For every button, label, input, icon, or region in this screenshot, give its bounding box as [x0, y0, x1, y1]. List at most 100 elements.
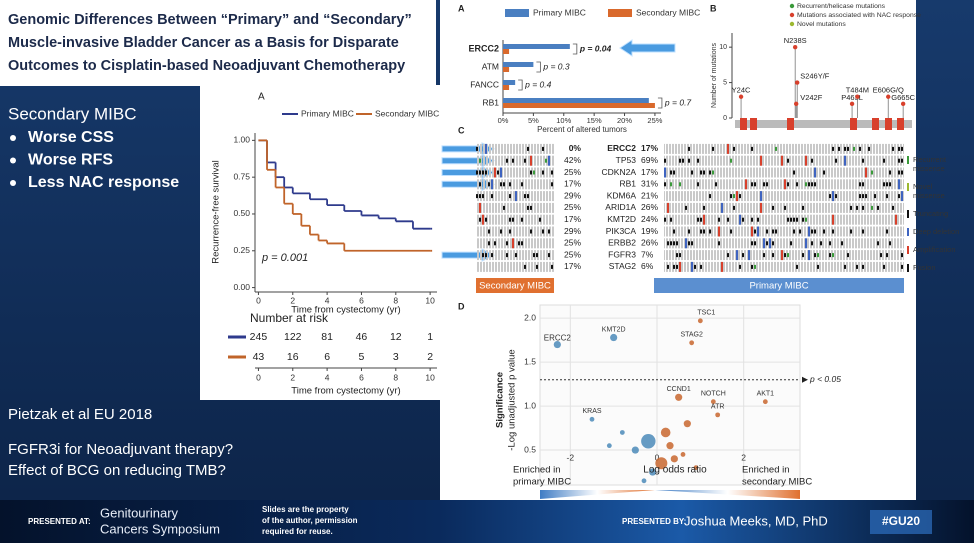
cell-alteration [772, 253, 774, 258]
cell-alteration [479, 217, 481, 222]
cell-alteration [497, 170, 499, 175]
cell-alteration [673, 170, 675, 175]
cell-row [476, 214, 554, 225]
cell-alteration [805, 182, 807, 187]
cell-alteration [757, 226, 759, 237]
cell-alteration [745, 179, 747, 190]
point [762, 399, 768, 405]
cell-alteration [757, 217, 759, 222]
cell-alteration [769, 238, 771, 249]
cell-alteration [847, 253, 849, 258]
cell-alteration [479, 194, 481, 199]
cell-alteration [811, 241, 813, 246]
legend-dot [789, 21, 795, 27]
gene-label: ERBB2 [608, 238, 636, 248]
cell-alteration [790, 241, 792, 246]
gene-label: TP53 [616, 155, 637, 165]
cell-alteration [542, 229, 544, 234]
cell-alteration [847, 146, 849, 151]
cell-alteration [772, 205, 774, 210]
legend-dot [789, 12, 795, 18]
point [710, 399, 716, 405]
p-value: p = 0.7 [664, 97, 692, 107]
primary-pct: 6% [641, 261, 654, 271]
gene-label: ARID1A [605, 202, 636, 212]
point-label: TSC1 [697, 310, 715, 317]
bar [503, 80, 516, 85]
group-bar [476, 278, 554, 293]
point-label: NOTCH [701, 391, 726, 398]
category-label: ATM [482, 61, 499, 71]
cell-alteration [805, 217, 807, 222]
arrow [619, 39, 676, 57]
gene-label: STAG2 [609, 261, 637, 271]
cell-alteration [811, 158, 813, 163]
cell-alteration [739, 194, 741, 199]
x-tick-label: 8 [393, 372, 398, 382]
group-label: Secondary MIBC [479, 281, 551, 292]
x-tick-label: 10% [556, 116, 571, 125]
legend-label: Fusion [913, 263, 936, 272]
domain [850, 118, 857, 130]
panel-label: C [458, 125, 465, 135]
cell-alteration [814, 229, 816, 234]
point [666, 442, 674, 450]
x-tick-label: -2 [567, 452, 575, 462]
cell-alteration [802, 253, 804, 258]
cell-alteration [670, 182, 672, 187]
lollipop-head [855, 94, 860, 99]
point-label: KMT2D [602, 326, 626, 333]
cell-alteration [500, 167, 502, 178]
point [641, 478, 647, 484]
x-axis-label: Log odds ratio [643, 465, 707, 476]
bar [503, 49, 510, 54]
cell-alteration [793, 217, 795, 222]
cell-alteration [527, 146, 529, 151]
point [697, 318, 703, 324]
bullet: Worse CSS [28, 129, 114, 146]
primary-pct: 21% [641, 190, 658, 200]
cell-alteration [727, 253, 729, 258]
cell-row [664, 143, 904, 154]
cell-alteration [700, 264, 702, 269]
cell-alteration [772, 241, 774, 246]
domain [872, 118, 879, 130]
cell-alteration [805, 155, 807, 166]
cell-alteration [802, 217, 804, 222]
category-label: FANCC [470, 79, 499, 89]
point [693, 465, 699, 471]
cell-alteration [898, 194, 900, 199]
group-label: Primary MIBC [749, 281, 808, 292]
plot-area [539, 304, 801, 486]
hashtag: #GU20 [882, 514, 920, 528]
cell-alteration [844, 155, 846, 166]
cell-alteration [892, 146, 894, 151]
domain [885, 118, 892, 130]
cell-alteration [673, 264, 675, 269]
cell-alteration [766, 241, 768, 246]
x-tick-label: 20% [617, 116, 632, 125]
cell-alteration [856, 205, 858, 210]
cell-alteration [808, 250, 810, 261]
cell-alteration [784, 253, 786, 258]
y-tick-label: 0.5 [524, 444, 536, 454]
cell-alteration [503, 205, 505, 210]
cell-alteration [509, 182, 511, 187]
cell-alteration [823, 170, 825, 175]
cell-alteration [530, 205, 532, 210]
cell-alteration [491, 253, 493, 258]
legend-label: Novel [913, 182, 933, 191]
point-label: ERCC2 [544, 334, 572, 343]
legend-label: Recurrent/helicase mutations [797, 3, 886, 10]
cell-alteration [703, 205, 705, 210]
cell-alteration [823, 229, 825, 234]
cell-alteration [901, 158, 903, 163]
y-tick-label: 0.50 [233, 208, 250, 218]
cell-alteration [736, 191, 738, 202]
cell-alteration [859, 182, 861, 187]
annotation: p = 0.001 [261, 252, 308, 264]
cell-alteration [733, 205, 735, 210]
y-axis-title: Significance [495, 372, 506, 428]
cell-alteration [814, 253, 816, 258]
cell-alteration [670, 241, 672, 246]
